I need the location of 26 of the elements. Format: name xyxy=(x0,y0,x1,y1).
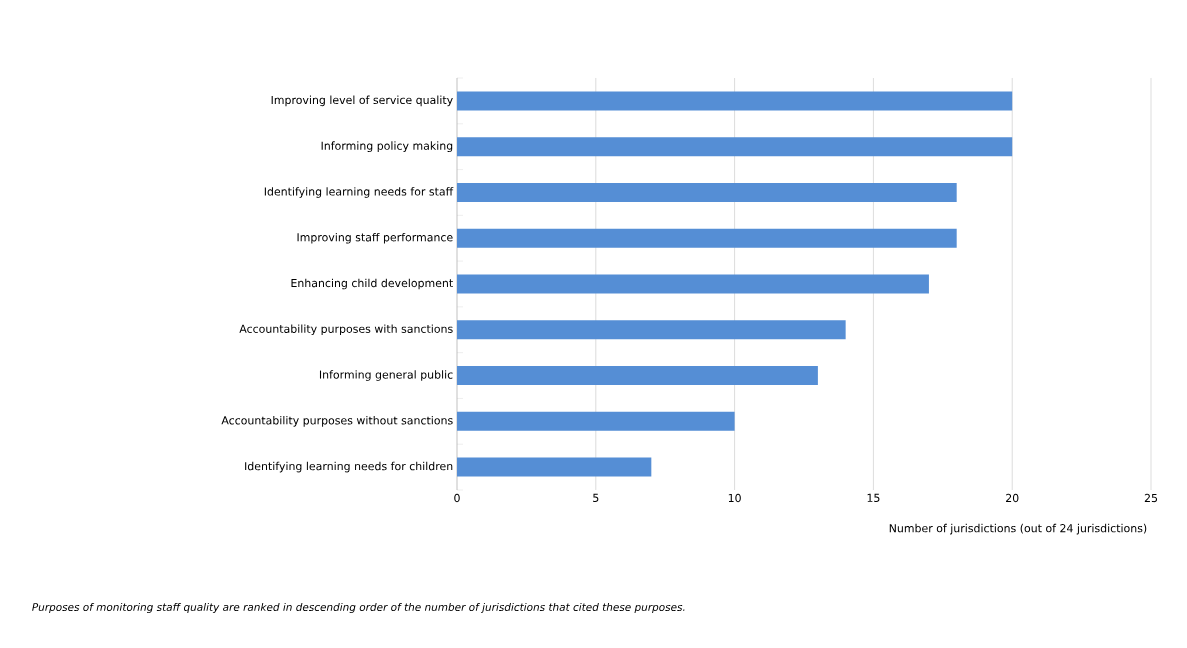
x-tick-label: 20 xyxy=(1006,493,1019,503)
bar xyxy=(457,137,1013,157)
y-tick-label: Identifying learning needs for staff xyxy=(264,187,454,198)
y-tick-label: Improving level of service quality xyxy=(271,95,453,107)
x-tick-label: 15 xyxy=(867,493,880,502)
y-tick-label: Improving staff performance xyxy=(297,232,453,244)
y-tick-label: Enhancing child development xyxy=(291,278,453,290)
y-tick-label: Informing general public xyxy=(319,370,453,381)
bar xyxy=(457,228,957,248)
bar xyxy=(457,411,735,431)
x-tick-label: 0 xyxy=(454,493,460,503)
bar xyxy=(457,457,652,477)
x-tick-label: 10 xyxy=(728,493,741,503)
bar xyxy=(457,182,957,202)
y-tick-label: Identifying learning needs for children xyxy=(245,461,453,473)
x-tick-label: 5 xyxy=(593,493,599,502)
bar xyxy=(457,274,929,294)
bar xyxy=(457,320,846,340)
bar xyxy=(457,91,1013,111)
text: Purposes of monitoring staff quality are ranked in descending order of the number of jurisdictions that cited these purposes. xyxy=(32,602,685,614)
y-tick-label: Accountability purposes with sanctions xyxy=(239,324,453,336)
x-axis-title: Number of jurisdictions (out of 24 jurisdictions) xyxy=(889,523,1147,535)
y-tick-label: Accountability purposes without sanctions xyxy=(221,416,453,427)
x-tick-label: 25 xyxy=(1144,493,1158,503)
y-tick-label: Informing policy making xyxy=(321,141,453,152)
bar xyxy=(457,366,818,386)
